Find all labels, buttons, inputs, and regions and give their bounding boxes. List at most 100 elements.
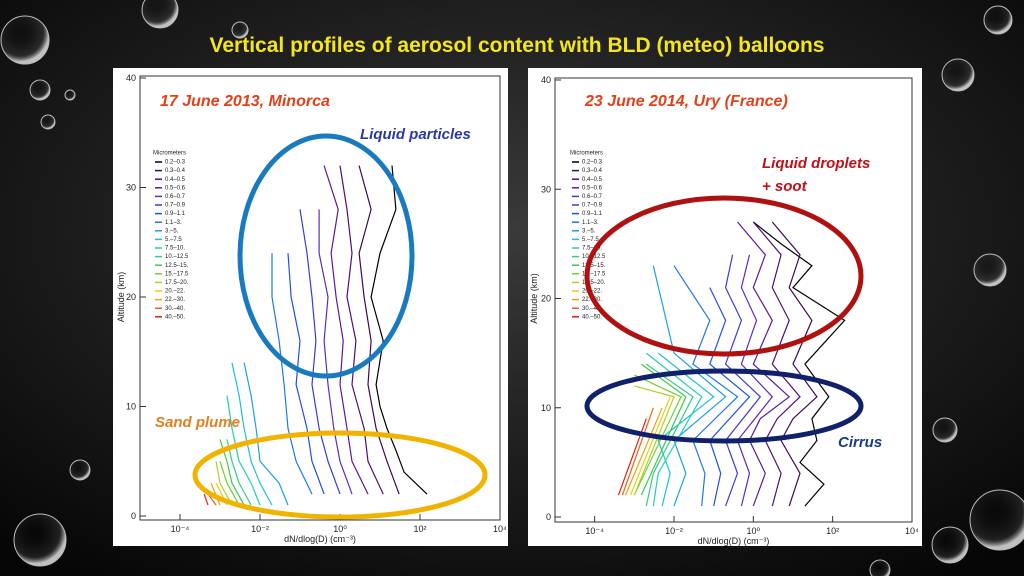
- x-tick-label: 10⁰: [333, 524, 347, 534]
- x-tick-label: 10⁻²: [665, 526, 683, 536]
- profile-line: [287, 253, 325, 495]
- profile-line: [358, 165, 400, 495]
- profile-line: [633, 374, 682, 496]
- x-axis-label: dN/dlog(D) (cm⁻³): [698, 536, 770, 546]
- legend-label: 12.5–15.: [165, 263, 189, 269]
- profile-line: [737, 221, 791, 507]
- legend-label: 0.6–0.7: [165, 194, 186, 200]
- legend-label: 5.–7.5: [165, 237, 182, 243]
- legend-label: 7.5–10.: [582, 246, 602, 252]
- profile-line: [318, 209, 353, 495]
- profile-line: [645, 363, 694, 507]
- profile-line: [219, 461, 240, 506]
- legend-label: 0.6–0.7: [582, 194, 603, 200]
- legend-label: 0.9–1.1: [582, 211, 603, 217]
- legend-label: 1.1–3.: [582, 220, 599, 226]
- legend-label: 0.3–0.4: [582, 168, 603, 174]
- y-tick-label: 10: [126, 402, 136, 412]
- legend-label: 12.5–15.: [582, 263, 606, 269]
- profile-line: [299, 209, 341, 495]
- legend-label: 0.7–0.9: [582, 203, 603, 209]
- profile-line: [624, 407, 663, 496]
- x-tick-label: 10⁴: [905, 526, 919, 536]
- profile-line: [203, 493, 209, 506]
- profile-line: [370, 165, 428, 495]
- profile-line: [629, 396, 671, 496]
- legend-label: 0.5–0.6: [165, 185, 186, 191]
- profile-line: [215, 461, 233, 506]
- chart: 10⁻⁴ 10⁻² 10⁰ 10² 10⁴ 0 10 20 30 40 dN/dlog(D) (cm…: [529, 75, 919, 546]
- profile-line: [709, 287, 751, 507]
- legend-title: Micrometers: [570, 151, 603, 157]
- legend-title: Micrometers: [153, 151, 186, 157]
- profile-line: [657, 352, 715, 507]
- legend-label: 5.–7.5: [582, 237, 599, 243]
- legend-label: 22.–30.: [165, 297, 185, 303]
- highlights: [192, 133, 864, 520]
- x-tick-label: 10⁻⁴: [171, 524, 190, 534]
- profile-line: [652, 265, 727, 507]
- y-tick-label: 20: [541, 294, 551, 304]
- x-tick-label: 10⁻²: [251, 524, 269, 534]
- x-tick-label: 10⁰: [747, 526, 761, 536]
- legend-label: 3.–5.: [165, 228, 179, 234]
- y-tick-label: 40: [126, 73, 136, 83]
- panel: [113, 68, 508, 546]
- chart-title: 23 June 2014, Ury (France): [584, 93, 788, 110]
- profile-line: [243, 362, 289, 506]
- legend-label: 40.–50.: [582, 314, 602, 320]
- profile-line: [771, 221, 818, 507]
- legend-label: 0.4–0.5: [165, 177, 186, 183]
- plot-frame: [139, 75, 501, 521]
- y-tick-label: 0: [131, 511, 136, 521]
- y-tick-label: 40: [541, 75, 551, 85]
- legend-label: 20.–22.: [165, 289, 185, 295]
- x-axis-label: dN/dlog(D) (cm⁻³): [284, 534, 356, 544]
- legend-label: 17.5–20.: [582, 280, 606, 286]
- profile-line: [226, 395, 261, 506]
- profile-line: [633, 385, 675, 496]
- y-axis-label: Altitude (km): [529, 273, 539, 324]
- profile-line: [271, 253, 313, 495]
- legend-label: 30.–40.: [582, 306, 602, 312]
- legend-label: 15.–17.5: [165, 271, 189, 277]
- chart: 10⁻⁴ 10⁻² 10⁰ 10² 10⁴ 0 10 20 30 40 dN/dlog(D) (cm…: [116, 73, 507, 544]
- x-tick-label: 10²: [413, 524, 426, 534]
- y-tick-label: 30: [541, 184, 551, 194]
- y-axis-label: Altitude (km): [116, 272, 126, 323]
- profile-line: [323, 165, 369, 495]
- annotation: Sand plume: [155, 414, 240, 431]
- chart-title: 17 June 2013, Minorca: [160, 93, 330, 110]
- annotation: + soot: [762, 178, 808, 195]
- profile-line: [617, 418, 647, 496]
- legend-label: 40.–50.: [165, 314, 185, 320]
- profile-line: [736, 254, 774, 507]
- y-tick-label: 0: [546, 512, 551, 522]
- legend-label: 0.2–0.3: [165, 160, 186, 166]
- legend-label: 3.–5.: [582, 228, 596, 234]
- profile-line: [673, 265, 739, 507]
- y-tick-label: 20: [126, 292, 136, 302]
- legend-label: 0.9–1.1: [165, 211, 186, 217]
- profile-line: [339, 165, 384, 495]
- legend-label: 0.7–0.9: [165, 203, 186, 209]
- x-tick-label: 10⁴: [493, 524, 507, 534]
- legend-label: 0.5–0.6: [582, 185, 603, 191]
- annotation: Liquid particles: [360, 126, 471, 143]
- profile-line: [621, 407, 654, 496]
- legend-label: 10.–12.5: [582, 254, 606, 260]
- legend-label: 0.4–0.5: [582, 177, 603, 183]
- profile-line: [752, 221, 801, 507]
- y-tick-label: 30: [126, 183, 136, 193]
- x-tick-label: 10⁻⁴: [585, 526, 604, 536]
- legend-label: 15.–17.5: [582, 271, 606, 277]
- profile-line: [724, 254, 762, 507]
- panel: [528, 68, 922, 546]
- legend-label: 10.–12.5: [165, 254, 189, 260]
- annotation: Cirrus: [838, 434, 882, 451]
- x-tick-label: 10²: [826, 526, 839, 536]
- legend-label: 17.5–20.: [165, 280, 189, 286]
- legend-label: 0.3–0.4: [165, 168, 186, 174]
